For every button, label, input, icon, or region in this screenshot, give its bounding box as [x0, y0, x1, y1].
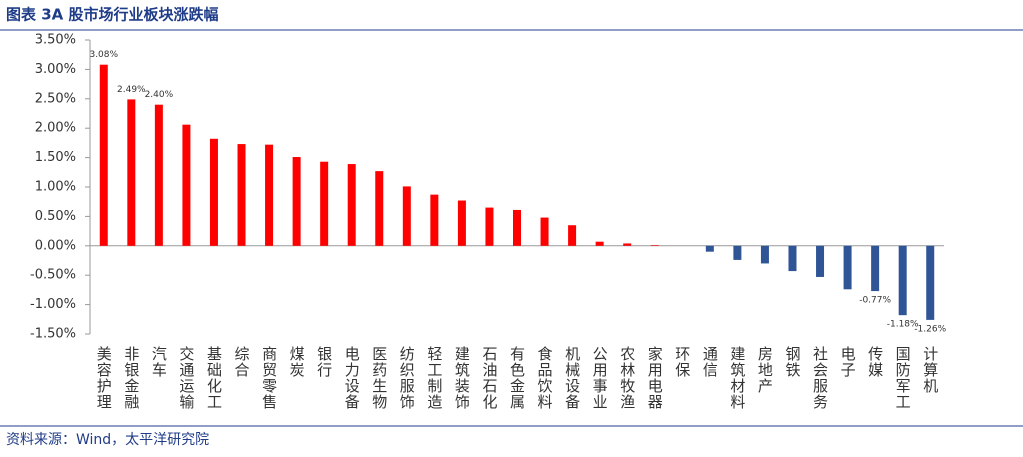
x-tick-label: 有色金属: [508, 346, 526, 410]
value-label: -1.18%: [887, 320, 919, 330]
x-tick-label: 机械设备: [563, 346, 581, 410]
x-tick-label: 美容护理: [95, 346, 113, 410]
bar: [402, 186, 411, 246]
chart-title: 图表 3A 股市场行业板块涨跌幅: [6, 6, 219, 24]
x-tick-label: 食品饮料: [536, 346, 554, 410]
y-tick-label: 1.00%: [35, 180, 76, 195]
y-tick-label: 3.50%: [35, 33, 76, 48]
x-tick-label: 通信: [701, 346, 719, 378]
x-tick-label: 汽车: [150, 346, 168, 378]
x-tick-label: 公用事业: [591, 346, 609, 410]
y-tick-label: 2.50%: [35, 91, 76, 106]
bar: [375, 171, 384, 246]
bar: [898, 245, 907, 316]
x-tick-label: 煤炭: [288, 346, 306, 378]
x-tick-label: 传媒: [866, 346, 884, 378]
bar: [265, 144, 274, 246]
bar: [733, 245, 742, 260]
bar: [760, 245, 769, 264]
x-tick-label: 综合: [233, 346, 251, 378]
x-tick-label: 农林牧渔: [618, 346, 636, 410]
y-tick-label: 0.00%: [35, 238, 76, 253]
x-tick-label: 纺织服饰: [398, 346, 416, 410]
bar: [595, 241, 604, 246]
bar: [457, 200, 466, 246]
bar: [347, 164, 356, 246]
value-label: 2.40%: [145, 90, 174, 100]
x-tick-label: 电子: [839, 346, 857, 378]
x-tick-label: 房地产: [756, 346, 774, 394]
y-tick-label: 2.00%: [35, 121, 76, 136]
source: 资料来源：Wind，太平洋研究院: [6, 432, 209, 448]
bar: [568, 225, 577, 246]
bar: [154, 104, 163, 246]
x-tick-label: 轻工制造: [425, 346, 443, 410]
bar: [292, 157, 301, 246]
x-tick-label: 商贸零售: [260, 346, 278, 410]
x-tick-label: 银行: [315, 346, 333, 378]
bar: [513, 209, 521, 246]
bar: [182, 124, 191, 246]
y-tick-label: 0.50%: [35, 209, 76, 224]
bar: [209, 138, 218, 246]
x-tick-label: 石油石化: [480, 346, 498, 410]
x-tick-label: 计算机: [921, 346, 939, 394]
bar: [485, 207, 494, 246]
x-tick-label: 电力设备: [343, 346, 361, 410]
bar: [650, 245, 659, 246]
x-tick-label: 环保: [673, 346, 691, 378]
value-label: 2.49%: [117, 85, 146, 95]
x-tick-label: 钢铁: [783, 346, 801, 378]
value-label: -0.77%: [859, 296, 891, 306]
bar: [788, 245, 797, 272]
bar: [540, 217, 549, 246]
bar: [127, 99, 136, 246]
x-tick-label: 国防军工: [894, 346, 912, 410]
y-tick-label: -1.50%: [30, 327, 76, 342]
value-label: -1.26%: [914, 324, 946, 334]
x-tick-label: 交通运输: [177, 345, 195, 410]
x-tick-label: 基础化工: [205, 346, 223, 410]
bar: [237, 144, 246, 246]
bar: [705, 245, 714, 252]
x-tick-label: 非银金融: [122, 346, 140, 410]
bar: [430, 194, 439, 246]
x-tick-label: 建筑装饰: [453, 346, 471, 410]
y-tick-label: 3.00%: [35, 62, 76, 77]
x-tick-label: 建筑材料: [728, 346, 746, 410]
y-tick-label: -0.50%: [30, 268, 76, 283]
y-tick-label: 1.50%: [35, 150, 76, 165]
x-tick-label: 医药生物: [370, 346, 388, 410]
bar: [871, 245, 880, 292]
value-label: 3.08%: [89, 50, 118, 60]
y-tick-label: -1.00%: [30, 297, 76, 312]
x-tick-label: 家用电器: [646, 346, 664, 410]
bar: [320, 161, 329, 246]
bar: [816, 245, 825, 277]
bar: [623, 243, 632, 246]
bar: [99, 64, 108, 246]
x-tick-label: 社会服务: [811, 346, 829, 410]
bar: [843, 245, 852, 290]
bar: [926, 245, 935, 320]
